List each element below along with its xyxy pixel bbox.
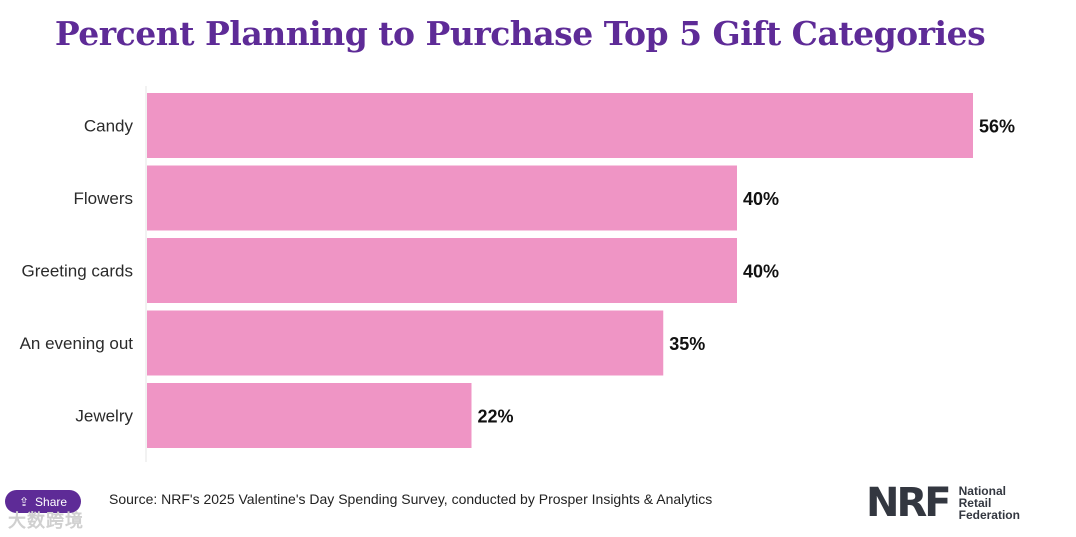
category-label: An evening out xyxy=(20,334,134,353)
logo-line-2: Retail xyxy=(958,496,992,510)
value-label: 35% xyxy=(669,334,705,354)
source-note: Source: NRF's 2025 Valentine's Day Spend… xyxy=(109,491,713,507)
bar-an-evening-out xyxy=(147,310,664,376)
value-label: 40% xyxy=(743,189,779,209)
logo-line-3: Federation xyxy=(958,508,1020,522)
share-label: Share xyxy=(35,494,68,509)
bar-flowers xyxy=(147,165,737,231)
category-label: Flowers xyxy=(73,189,133,208)
bars-group: Candy 56% Flowers 40% Greeting cards 40% An ev… xyxy=(20,93,1015,448)
share-button[interactable]: ⇪ Share xyxy=(5,490,81,513)
bar-candy xyxy=(147,93,973,158)
bar-jewelry xyxy=(147,383,472,448)
bar-greeting-cards xyxy=(147,238,737,303)
chart-title: Percent Planning to Purchase Top 5 Gift … xyxy=(54,14,986,53)
value-label: 56% xyxy=(979,117,1015,137)
category-label: Jewelry xyxy=(75,407,133,426)
category-label: Greeting cards xyxy=(22,262,134,281)
value-label: 22% xyxy=(478,407,514,427)
nrf-logo: NRF National Retail Federation xyxy=(866,480,1020,526)
value-label: 40% xyxy=(743,262,779,282)
logo-mark: NRF xyxy=(866,480,952,526)
logo-line-1: National xyxy=(958,484,1006,498)
bar-chart: Candy 56% Flowers 40% Greeting cards 40% An ev… xyxy=(20,86,1015,462)
category-label: Candy xyxy=(84,117,134,136)
logo-text: National Retail Federation xyxy=(959,485,1020,521)
watermark: 大数跨境 xyxy=(8,511,84,531)
share-icon: ⇪ xyxy=(18,494,30,509)
